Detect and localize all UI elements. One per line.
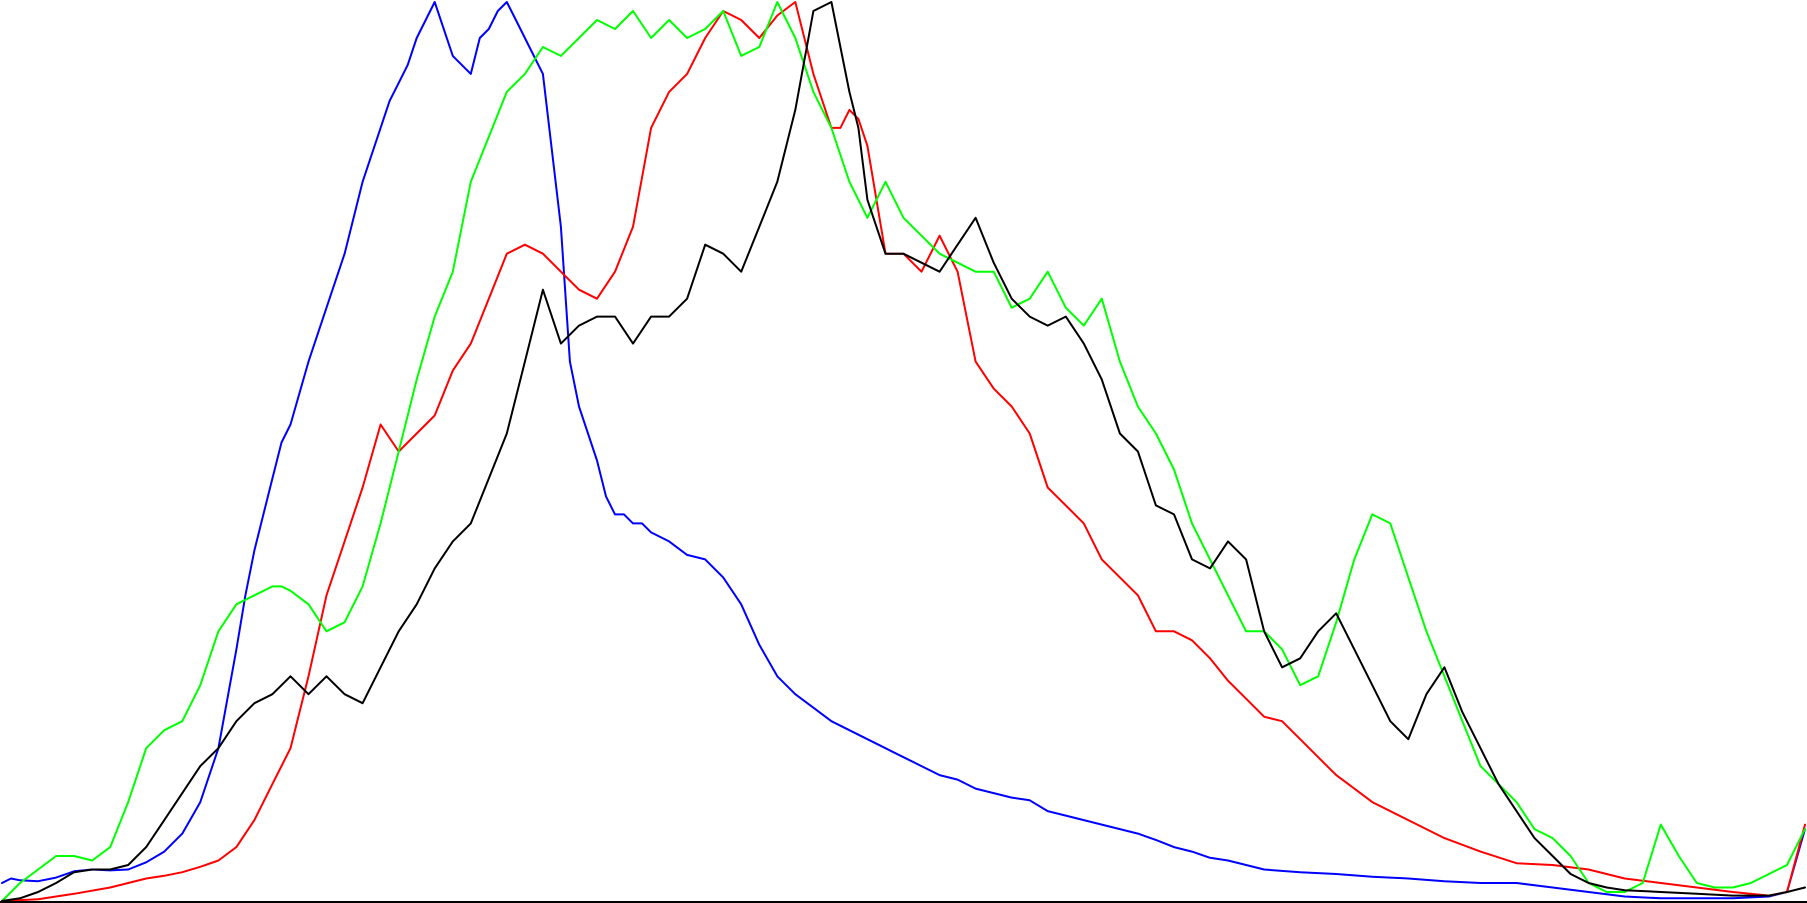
- series-line-2: [1, 1, 1806, 902]
- series-line-4: [1, 1, 1806, 902]
- line-chart: [0, 1, 1807, 903]
- series-line-1: [1, 1, 1806, 900]
- series-line-3: [1, 1, 1806, 902]
- series-layer: [1, 1, 1806, 902]
